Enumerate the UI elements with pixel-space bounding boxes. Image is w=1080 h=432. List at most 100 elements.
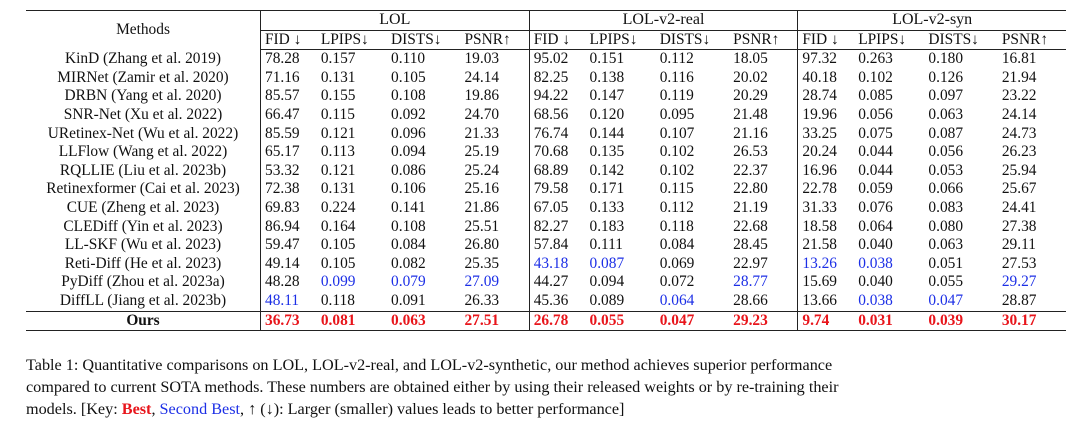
metric-value-cell: 66.47: [265, 105, 300, 123]
metric-value-cell: 0.120: [589, 105, 625, 123]
metric-value-cell: 0.087: [589, 254, 625, 272]
metric-value-cell: 0.112: [659, 198, 694, 216]
metric-header-psnr: PSNR↑: [460, 29, 530, 51]
metric-header-psnr: PSNR↑: [997, 29, 1066, 51]
metric-value-cell: 0.131: [320, 68, 356, 86]
metric-value-cell: 9.74: [797, 311, 855, 332]
metric-value-cell: 20.02: [729, 68, 799, 88]
metric-value-cell: 0.084: [659, 236, 695, 254]
metric-value-cell: 0.263: [858, 50, 893, 68]
metric-value-cell: 25.16: [460, 180, 530, 199]
metric-value-cell: 0.111: [589, 236, 624, 254]
metric-value-cell: 22.80: [729, 180, 799, 199]
metric-value-cell: 30.17: [997, 311, 1066, 332]
method-name-cell: CLEDiff (Yin et al. 2023): [26, 217, 261, 237]
metric-value-cell: 0.047: [655, 311, 730, 332]
metric-value-cell: 26.33: [460, 291, 530, 312]
table-row: LL-SKF (Wu et al. 2023) 59.47 0.105 0.084 26…: [26, 236, 1066, 255]
table-row: CUE (Zheng et al. 2023) 69.83 0.224 0.141 21…: [26, 198, 1066, 218]
metric-value-cell: 28.66: [729, 291, 799, 312]
metric-value-cell: 0.082: [391, 254, 426, 272]
metric-value-cell: 0.147: [589, 87, 625, 105]
metric-value-cell: 0.164: [320, 217, 356, 235]
table-caption: Table 1: Quantitative comparisons on LOL…: [26, 354, 1066, 420]
metric-value-cell: 43.18: [533, 254, 569, 272]
metric-value-cell: 0.087: [928, 124, 964, 142]
metric-value-cell: 0.096: [391, 124, 426, 142]
metric-value-cell: 49.14: [265, 254, 300, 272]
metric-value-cell: 0.097: [928, 87, 964, 105]
metric-value-cell: 25.94: [1001, 161, 1037, 179]
metric-value-cell: 28.87: [997, 291, 1066, 312]
metric-value-cell: 22.37: [729, 161, 799, 181]
metric-header-fid: FID ↓: [797, 29, 855, 51]
metric-value-cell: 0.112: [659, 50, 694, 68]
metric-value-cell: 18.05: [729, 49, 799, 69]
metric-value-cell: 22.78: [802, 180, 838, 198]
table-row: KinD (Zhang et al. 2019) 78.28 0.157 0.110 1…: [26, 49, 1066, 69]
metric-value-cell: 0.047: [924, 291, 998, 312]
metric-value-cell: 20.29: [729, 87, 799, 106]
metric-value-cell: 0.040: [858, 273, 893, 291]
metric-value-cell: 27.38: [1001, 217, 1037, 235]
metric-value-cell: 27.53: [1001, 254, 1037, 272]
metric-value-cell: 0.115: [320, 105, 355, 123]
method-name-cell: SNR-Net (Xu et al. 2022): [26, 105, 261, 125]
metric-value-cell: 0.038: [858, 254, 893, 272]
metric-value-cell: 0.126: [928, 68, 964, 86]
method-name-cell: DiffLL (Jiang et al. 2023b): [26, 291, 261, 312]
metric-header-dists: DISTS↓: [655, 29, 730, 51]
metric-value-cell: 65.17: [265, 143, 300, 161]
metric-value-cell: 26.23: [1001, 143, 1037, 161]
metric-value-cell: 0.086: [391, 161, 426, 179]
table-group-header-row: Methods LOL LOL-v2-real LOL-v2-syn: [26, 9, 1066, 50]
metric-value-cell: 97.32: [802, 50, 838, 68]
caption-line: compared to current SOTA methods. These …: [26, 378, 839, 396]
metric-value-cell: 0.115: [659, 180, 694, 198]
metric-value-cell: 0.105: [320, 236, 356, 254]
metric-value-cell: 0.141: [391, 198, 426, 216]
metric-value-cell: 0.055: [585, 311, 656, 332]
metric-value-cell: 85.57: [265, 87, 300, 105]
caption-line: Table 1: Quantitative comparisons on LOL…: [26, 356, 833, 374]
table-row: Reti-Diff (He et al. 2023) 49.14 0.105 0.08…: [26, 254, 1066, 274]
metric-value-cell: 22.97: [729, 254, 799, 274]
metric-value-cell: 0.085: [858, 87, 893, 105]
method-name-cell: Retinexformer (Cai et al. 2023): [26, 180, 261, 199]
method-name-cell: Reti-Diff (He et al. 2023): [26, 254, 261, 274]
metric-value-cell: 70.68: [533, 143, 569, 161]
metric-value-cell: 0.089: [585, 291, 656, 312]
metric-value-cell: 48.11: [260, 291, 317, 312]
metric-value-cell: 0.040: [858, 236, 893, 254]
method-name-cell: CUE (Zheng et al. 2023): [26, 198, 261, 218]
metric-value-cell: 0.095: [659, 105, 695, 123]
metric-value-cell: 29.11: [1001, 236, 1036, 254]
metric-value-cell: 21.33: [460, 124, 530, 144]
metric-value-cell: 82.25: [533, 68, 569, 86]
metric-value-cell: 13.66: [797, 291, 855, 312]
metric-value-cell: 0.063: [928, 236, 964, 254]
metric-value-cell: 0.094: [589, 273, 625, 291]
metric-header-lpips: LPIPS↓: [854, 29, 925, 51]
metric-value-cell: 0.107: [659, 124, 695, 142]
metric-value-cell: 22.68: [729, 217, 799, 237]
metric-value-cell: 0.135: [589, 143, 625, 161]
metric-value-cell: 0.183: [589, 217, 625, 235]
metric-value-cell: 68.89: [533, 161, 569, 179]
group-header-lol: LOL: [260, 10, 530, 31]
method-name-cell: PyDiff (Zhou et al. 2023a): [26, 273, 261, 292]
methods-column-header: Methods: [26, 9, 261, 50]
metric-value-cell: 0.056: [858, 105, 893, 123]
metric-value-cell: 53.32: [265, 161, 300, 179]
metric-header-dists: DISTS↓: [387, 29, 461, 51]
metric-value-cell: 0.108: [391, 87, 426, 105]
metric-value-cell: 59.47: [265, 236, 300, 254]
metric-value-cell: 0.119: [659, 87, 694, 105]
metric-value-cell: 29.27: [1001, 273, 1037, 291]
metric-value-cell: 0.144: [589, 124, 625, 142]
table-metric-header-row: FID ↓ LPIPS↓ DISTS↓ PSNR↑ FID ↓ LPIPS↓ D…: [26, 29, 1066, 51]
metric-value-cell: 21.19: [729, 198, 799, 218]
method-name-cell: LLFlow (Wang et al. 2022): [26, 143, 261, 162]
metric-value-cell: 0.099: [320, 273, 356, 291]
